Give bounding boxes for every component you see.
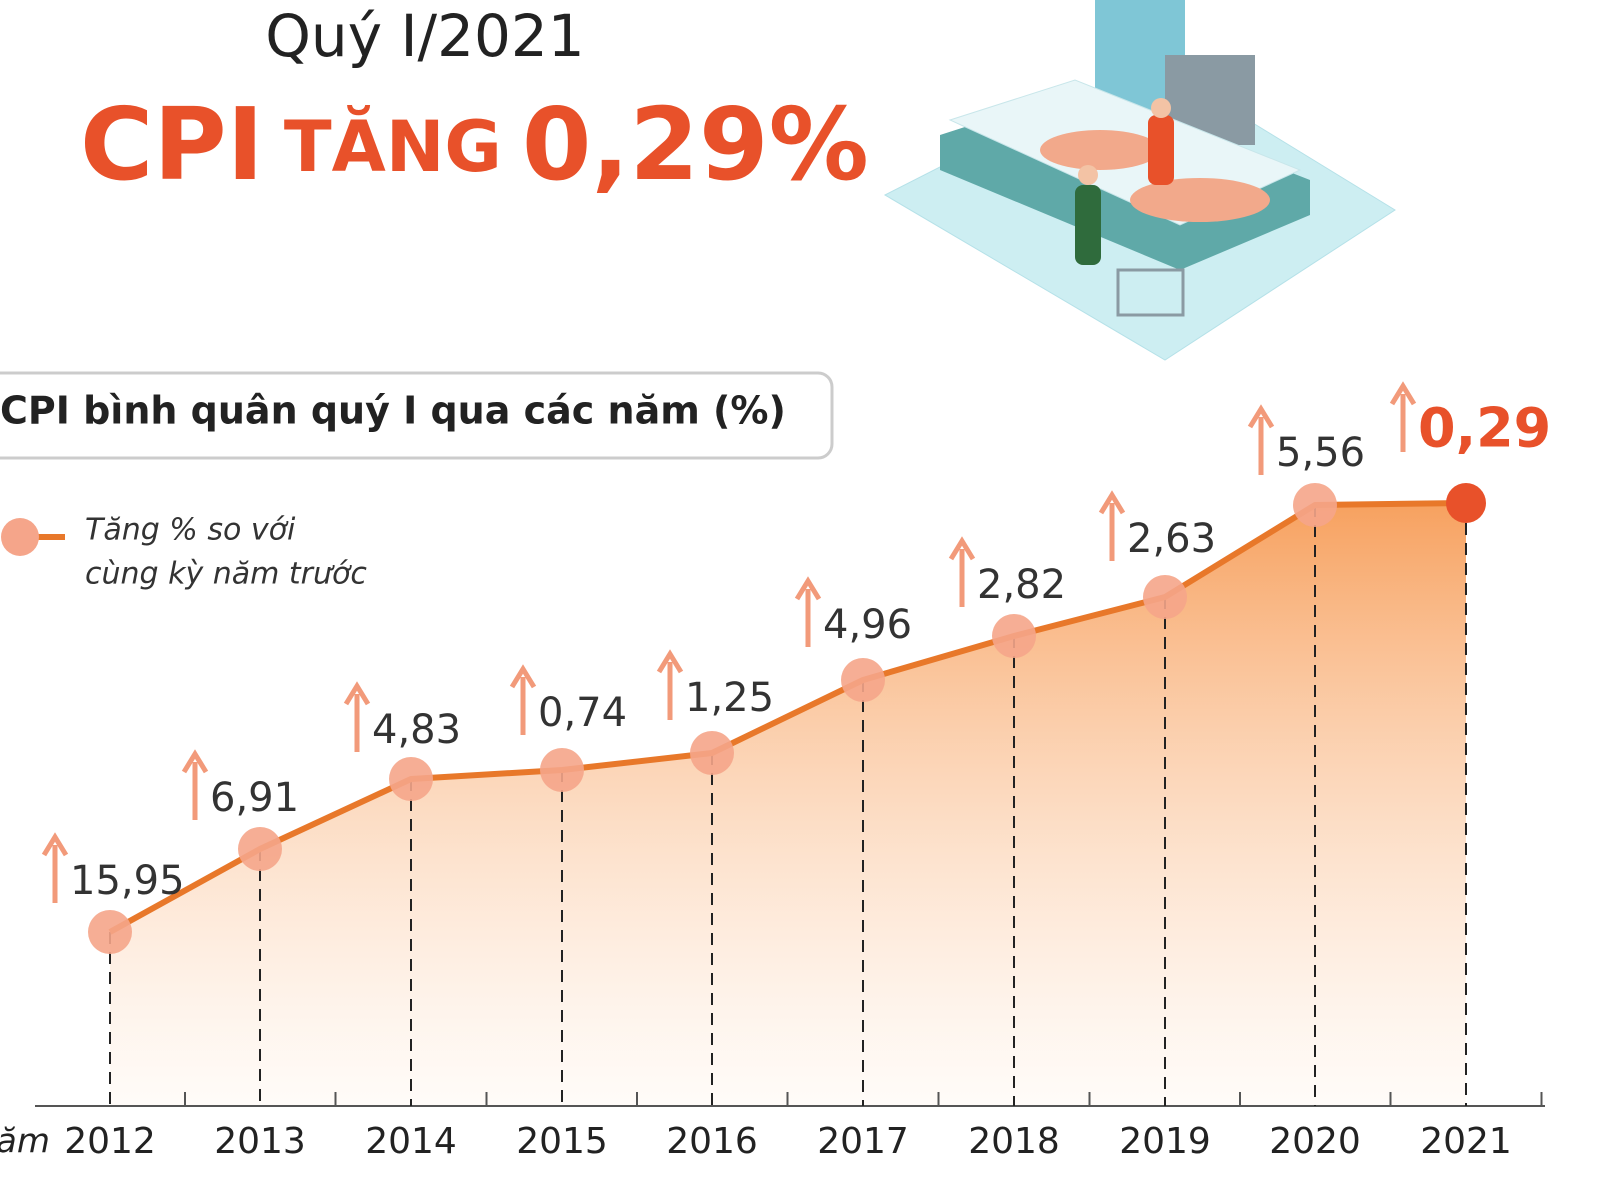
arrow-head [41, 832, 69, 857]
point [238, 827, 282, 871]
value-label: 6,91 [210, 775, 299, 821]
point [1446, 483, 1486, 523]
arrow-head [181, 749, 209, 774]
arrow-head [794, 576, 822, 601]
legend-dot [1, 518, 39, 556]
year-label: 2014 [365, 1121, 457, 1162]
headline: CPI TĂNG 0,29% [80, 86, 869, 203]
point [992, 614, 1036, 658]
arrow-head [509, 664, 537, 689]
year-label: 2021 [1420, 1121, 1512, 1162]
year-label: 2012 [64, 1121, 156, 1162]
point [1143, 575, 1187, 619]
axis-title: Năm [0, 1122, 50, 1162]
value-label: 5,56 [1276, 430, 1365, 476]
value-label: 1,25 [685, 675, 774, 721]
year-label: 2013 [214, 1121, 306, 1162]
arrow-head [343, 681, 371, 706]
arrow-head [948, 536, 976, 561]
headline-part: CPI [80, 86, 264, 203]
point [540, 748, 584, 792]
point [389, 757, 433, 801]
arrow-head [1098, 490, 1126, 515]
arrow-head [656, 649, 684, 674]
year-label: 2020 [1269, 1121, 1361, 1162]
arrow-head [1247, 404, 1275, 429]
period: Quý I/2021 [265, 2, 584, 70]
year-label: 2017 [817, 1121, 909, 1162]
value-label: 0,74 [538, 690, 627, 736]
headline-part: 0,29% [522, 86, 869, 203]
year-label: 2015 [516, 1121, 608, 1162]
value-label: 2,82 [977, 562, 1066, 608]
point [690, 731, 734, 775]
headline-part: TĂNG [284, 106, 502, 188]
legend-text: cùng kỳ năm trước [85, 557, 367, 592]
point [88, 910, 132, 954]
point [841, 658, 885, 702]
illustration [883, 0, 1396, 361]
section-title: CPI bình quân quý I qua các năm (%) [0, 389, 786, 433]
section-box [0, 371, 834, 460]
value-label: 2,63 [1127, 516, 1216, 562]
value-label: 15,95 [70, 858, 185, 904]
value-label: 0,29 [1418, 397, 1551, 460]
value-label: 4,83 [372, 707, 461, 753]
value-label: 4,96 [823, 602, 912, 648]
area [110, 503, 1466, 1106]
legend-text: Tăng % so với [85, 513, 296, 548]
trend-line [108, 500, 1467, 935]
arrow-head [1389, 381, 1417, 406]
point [1293, 483, 1337, 527]
year-label: 2019 [1119, 1121, 1211, 1162]
year-label: 2018 [968, 1121, 1060, 1162]
year-label: 2016 [666, 1121, 758, 1162]
